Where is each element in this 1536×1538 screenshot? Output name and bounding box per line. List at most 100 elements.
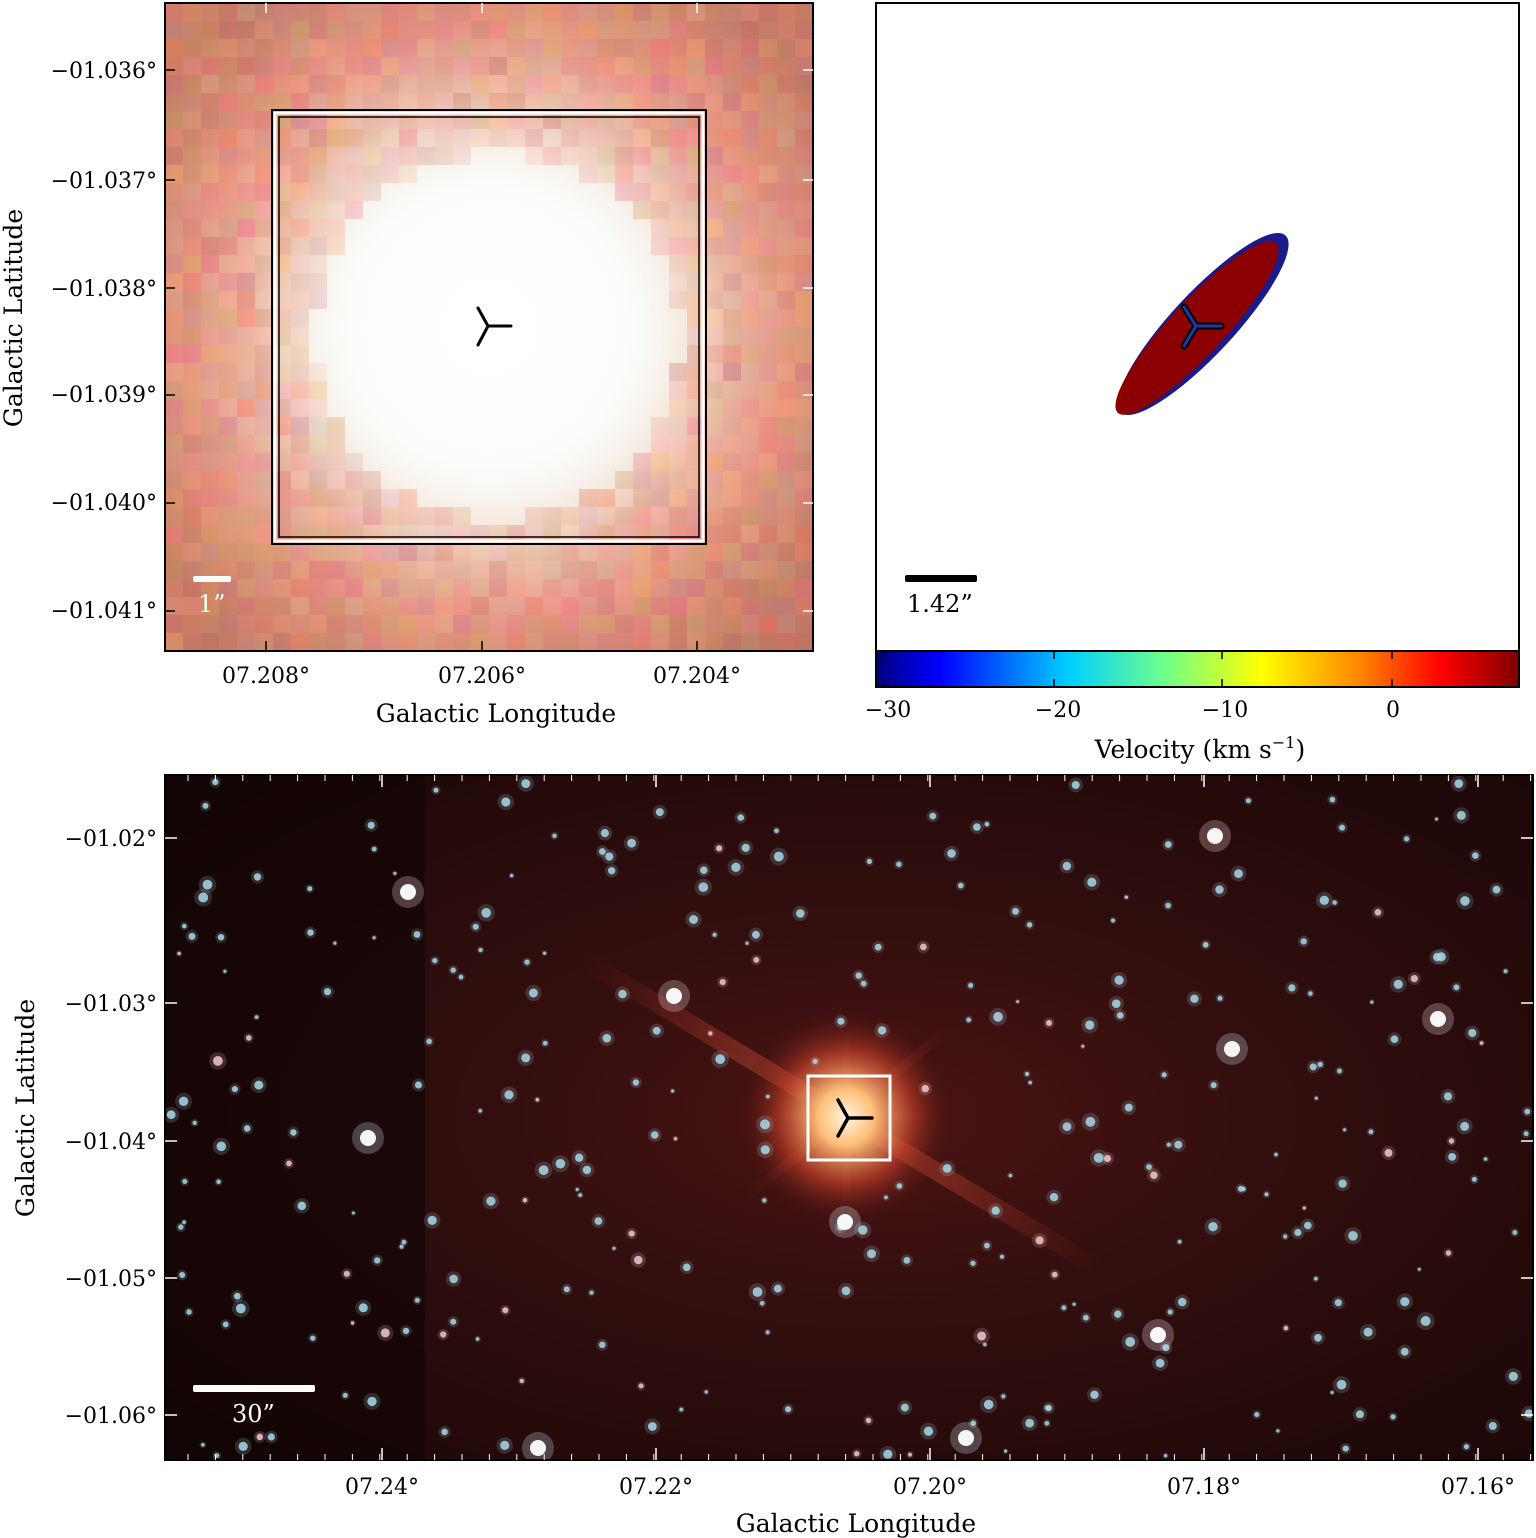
star: [182, 1220, 186, 1224]
pixel: [687, 597, 705, 615]
pixel: [759, 435, 777, 453]
pixel: [345, 39, 363, 57]
pixel: [651, 3, 669, 21]
pixel: [669, 3, 687, 21]
pixel: [201, 417, 219, 435]
aperture-box-inner: [278, 116, 700, 538]
pixel: [345, 75, 363, 93]
star: [217, 934, 225, 941]
star: [182, 923, 187, 929]
star: [367, 1396, 377, 1407]
star: [970, 1420, 977, 1426]
pixel: [183, 165, 201, 183]
pixel: [741, 633, 759, 651]
star: [1116, 1012, 1124, 1019]
star: [896, 861, 902, 867]
pixel: [723, 633, 741, 651]
pixel: [759, 129, 777, 147]
star: [752, 1287, 763, 1297]
pixel: [669, 633, 687, 651]
y-tick-label: −01.05°: [65, 1267, 157, 1292]
star: [1342, 1445, 1349, 1452]
star: [598, 848, 606, 855]
pixel: [345, 633, 363, 651]
star: [414, 1081, 423, 1089]
pixel: [777, 327, 795, 345]
star: [350, 1321, 355, 1325]
pixel: [165, 363, 183, 381]
pixel: [165, 183, 183, 201]
pixel: [741, 237, 759, 255]
pixel: [759, 219, 777, 237]
pixel: [201, 543, 219, 561]
pixel: [633, 579, 651, 597]
star: [1049, 1193, 1059, 1202]
pixel: [633, 75, 651, 93]
star: [704, 1390, 708, 1394]
star: [1062, 1122, 1072, 1131]
pixel: [255, 633, 273, 651]
pixel: [705, 597, 723, 615]
pixel: [381, 633, 399, 651]
pixel: [183, 507, 201, 525]
pixel: [219, 543, 237, 561]
pixel: [741, 201, 759, 219]
star: [254, 1015, 259, 1019]
pixel: [237, 21, 255, 39]
pixel: [417, 75, 435, 93]
star: [192, 1120, 197, 1126]
star: [1124, 895, 1129, 899]
star: [481, 908, 492, 918]
star: [1468, 1028, 1477, 1038]
pixel: [201, 147, 219, 165]
pixel: [327, 561, 345, 579]
pixel: [219, 3, 237, 21]
pixel: [561, 21, 579, 39]
colorbar-title: Velocity (km s−1): [1094, 733, 1305, 764]
pixel: [669, 597, 687, 615]
pixel: [201, 255, 219, 273]
star: [563, 1286, 570, 1293]
pixel: [345, 615, 363, 633]
star: [1404, 836, 1410, 842]
pixel: [273, 57, 291, 75]
wide-ticks: [165, 775, 1533, 1460]
pixel: [777, 489, 795, 507]
pixel: [417, 615, 435, 633]
pixel: [759, 147, 777, 165]
pixel: [183, 543, 201, 561]
pixel: [165, 291, 183, 309]
pixel: [705, 21, 723, 39]
star: [652, 1026, 661, 1035]
star: [1410, 975, 1418, 983]
star: [942, 1164, 952, 1173]
source-marker: [476, 306, 513, 347]
star: [1162, 1344, 1170, 1352]
star: [1215, 885, 1224, 894]
pixel: [741, 147, 759, 165]
pixel: [777, 615, 795, 633]
pixel: [777, 75, 795, 93]
pixel: [381, 615, 399, 633]
pixel: [759, 399, 777, 417]
star: [358, 1303, 368, 1313]
star: [371, 846, 377, 852]
pixel: [417, 21, 435, 39]
pixel: [741, 183, 759, 201]
pixel: [543, 597, 561, 615]
pixel: [795, 417, 813, 435]
pixel: [471, 633, 489, 651]
x-tick-label: 07.18°: [1167, 1475, 1241, 1500]
star: [575, 1153, 584, 1163]
pixel: [327, 21, 345, 39]
pixel: [795, 309, 813, 327]
pixel: [201, 273, 219, 291]
star: [1167, 1309, 1173, 1315]
star: [1008, 1173, 1013, 1178]
pixel: [453, 633, 471, 651]
y-tick-label: −01.06°: [65, 1404, 157, 1429]
wide-field-panel: 30” 07.24° 07.22° 07.20° 07.18° 07.16° −…: [11, 774, 1534, 1538]
pixel: [201, 291, 219, 309]
star: [1164, 841, 1172, 848]
zoom-frame: [164, 2, 814, 652]
